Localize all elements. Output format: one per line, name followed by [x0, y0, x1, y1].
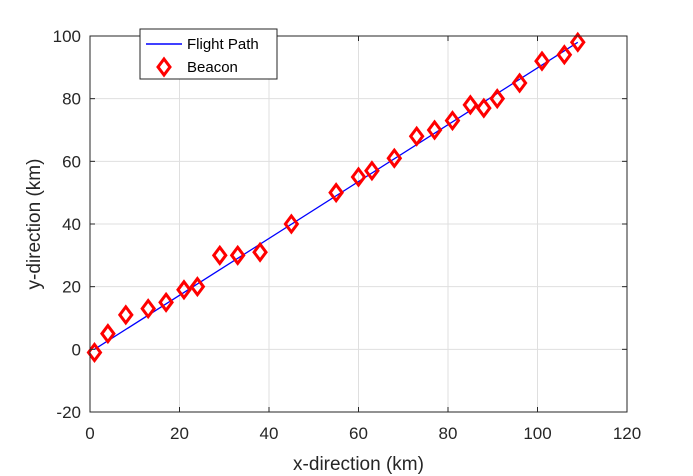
grid [89, 35, 628, 413]
y-axis-label: y-direction (km) [24, 159, 45, 290]
x-tick-label: 100 [523, 424, 551, 443]
beacon-point [100, 323, 116, 345]
plot-area [86, 31, 586, 363]
beacon-point [475, 97, 492, 119]
beacon-point [350, 166, 367, 188]
y-tick-label: 40 [62, 215, 81, 234]
beacon-point [158, 291, 174, 313]
x-tick-label: 0 [85, 424, 94, 443]
legend-entry-beacon: Beacon [187, 59, 238, 76]
beacon-point [328, 182, 344, 204]
x-tick-label: 20 [170, 424, 189, 443]
flight-path-line [94, 41, 579, 350]
legend-entry-flight-path: Flight Path [187, 36, 259, 53]
y-tick-label: 20 [62, 278, 81, 297]
x-tick-label: 40 [260, 424, 279, 443]
beacon-point [176, 279, 192, 301]
beacon-point [408, 125, 425, 147]
beacon-point [117, 304, 134, 326]
legend-box [139, 28, 278, 80]
axes-ticks [89, 35, 628, 413]
x-tick-label: 120 [613, 424, 641, 443]
legend: Flight Path Beacon [139, 28, 278, 80]
x-tick-label: 60 [349, 424, 368, 443]
legend-beacon-swatch [156, 56, 172, 78]
y-tick-label: 80 [62, 90, 81, 109]
beacon-point [462, 94, 479, 116]
beacon-point [364, 160, 380, 182]
beacon-point [229, 244, 246, 266]
beacon-point [189, 276, 206, 298]
beacon-point [444, 110, 461, 132]
y-tick-label: 100 [53, 27, 81, 46]
y-tick-label: 60 [62, 152, 81, 171]
beacon-point [534, 50, 550, 72]
beacon-point [511, 72, 528, 94]
beacon-point [569, 31, 586, 53]
x-tick-label: 80 [439, 424, 458, 443]
beacon-point [283, 213, 300, 235]
y-tick-label: -20 [56, 403, 81, 422]
beacon-point [211, 244, 228, 266]
beacon-point [556, 44, 573, 66]
x-axis-label: x-direction (km) [293, 454, 424, 475]
beacon-point [489, 88, 506, 110]
beacon-point [252, 241, 268, 263]
y-tick-label: 0 [72, 340, 81, 359]
beacon-point [140, 298, 157, 320]
beacon-point [426, 119, 443, 141]
beacon-point [386, 147, 403, 169]
